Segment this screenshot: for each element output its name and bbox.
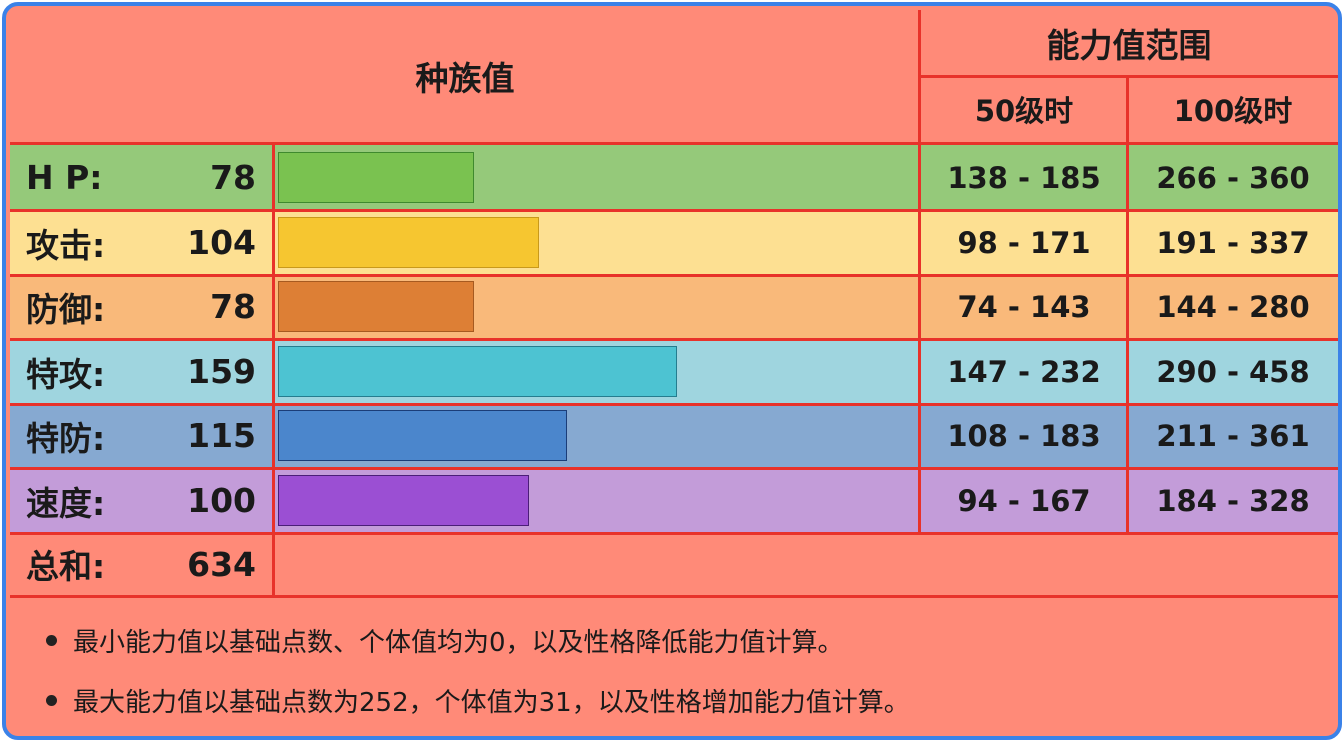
divider	[272, 142, 275, 596]
stat-label-cell: 特攻: 159	[10, 339, 272, 404]
stat-name: 特攻:	[26, 354, 106, 394]
stat-label-cell: 防御: 78	[10, 274, 272, 339]
total-row: 总和: 634	[10, 532, 274, 596]
range-lv100: 266 - 360	[1156, 160, 1310, 195]
note-min: 最小能力值以基础点数、个体值均为0，以及性格降低能力值计算。	[46, 620, 844, 660]
stat-value: 104	[187, 223, 256, 262]
divider	[920, 75, 1338, 78]
stat-name: 攻击:	[26, 225, 106, 265]
stat-label-cell: 特防: 115	[10, 403, 272, 468]
bullet-icon	[46, 634, 57, 646]
stat-value: 78	[210, 158, 256, 197]
total-value: 634	[187, 544, 256, 584]
range-lv50: 74 - 143	[957, 289, 1091, 324]
divider	[10, 274, 1338, 277]
stat-bar	[278, 152, 474, 203]
range-lv50: 147 - 232	[947, 354, 1101, 389]
divider	[10, 595, 1338, 598]
stat-row	[10, 403, 1338, 468]
divider	[1126, 75, 1129, 532]
stat-value: 78	[210, 287, 256, 326]
range-lv50: 138 - 185	[947, 160, 1101, 195]
stat-label-cell: 攻击: 104	[10, 210, 272, 275]
stat-range-header: 能力值范围	[1046, 26, 1212, 65]
stat-row	[10, 274, 1338, 339]
range-lv100: 191 - 337	[1156, 225, 1310, 260]
stat-value: 115	[187, 416, 256, 455]
stat-label-cell: 速度: 100	[10, 468, 272, 533]
bullet-icon	[46, 694, 57, 706]
range-lv50: 98 - 171	[957, 225, 1091, 260]
stat-name: 特防:	[26, 418, 106, 458]
total-label: 总和:	[26, 547, 106, 586]
divider	[10, 209, 1338, 212]
stat-name: H P:	[26, 158, 103, 197]
note-max-text: 最大能力值以基础点数为252，个体值为31，以及性格增加能力值计算。	[73, 687, 910, 718]
stat-bar	[278, 281, 474, 332]
base-stats-header: 种族值	[415, 59, 515, 98]
stat-value: 159	[187, 352, 256, 391]
stat-row	[10, 210, 1338, 275]
note-min-text: 最小能力值以基础点数、个体值均为0，以及性格降低能力值计算。	[73, 627, 844, 658]
level-100-header: 100级时	[1173, 94, 1293, 128]
stat-bar	[278, 217, 539, 268]
range-lv100: 211 - 361	[1156, 418, 1310, 453]
stat-row	[10, 468, 1338, 533]
level-50-header: 50级时	[974, 94, 1074, 128]
range-lv100: 290 - 458	[1156, 354, 1310, 389]
range-lv50: 108 - 183	[947, 418, 1101, 453]
stat-bar	[278, 475, 529, 526]
range-lv100: 144 - 280	[1156, 289, 1310, 324]
stat-bar	[278, 346, 677, 397]
stat-label-cell: H P: 78	[10, 145, 272, 210]
divider	[10, 338, 1338, 341]
divider	[10, 403, 1338, 406]
divider	[10, 532, 1338, 535]
range-lv100: 184 - 328	[1156, 483, 1310, 518]
divider	[10, 142, 1338, 145]
stat-name: 速度:	[26, 483, 106, 523]
divider	[10, 467, 1338, 470]
stat-value: 100	[187, 481, 256, 520]
stat-row	[10, 145, 1338, 210]
stat-name: 防御:	[26, 289, 106, 329]
range-lv50: 94 - 167	[957, 483, 1091, 518]
note-max: 最大能力值以基础点数为252，个体值为31，以及性格增加能力值计算。	[46, 680, 910, 720]
divider	[918, 10, 921, 532]
stat-bar	[278, 410, 567, 461]
